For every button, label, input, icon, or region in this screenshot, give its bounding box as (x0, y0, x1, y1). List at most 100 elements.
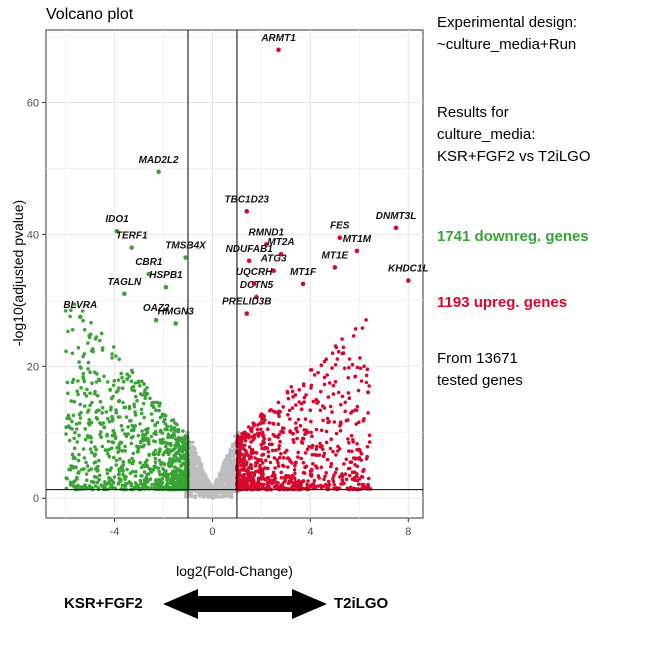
data-point (318, 441, 322, 446)
data-point (116, 378, 121, 383)
data-point (277, 444, 282, 448)
data-point (97, 377, 101, 382)
data-point (242, 447, 246, 451)
data-point (114, 463, 119, 467)
data-point (287, 408, 292, 413)
data-point (133, 481, 138, 485)
data-point (326, 484, 331, 488)
data-point (116, 482, 121, 486)
data-point (98, 399, 103, 404)
data-point (248, 479, 253, 483)
data-point (98, 338, 102, 343)
data-point (146, 426, 150, 431)
data-point (74, 422, 79, 426)
data-point (365, 367, 370, 372)
data-point (228, 472, 232, 477)
data-point (216, 482, 220, 487)
data-point (145, 392, 150, 396)
data-point (144, 438, 149, 442)
data-point (116, 399, 121, 404)
data-point (120, 449, 125, 453)
data-point (71, 484, 76, 488)
data-point (105, 471, 110, 476)
data-point (63, 309, 68, 313)
data-point (117, 472, 121, 477)
data-point (136, 379, 141, 384)
data-point (185, 472, 190, 477)
data-point (328, 446, 333, 451)
data-point (231, 478, 236, 483)
data-point (121, 463, 126, 467)
data-point (107, 479, 112, 484)
data-point (290, 461, 294, 465)
data-point (343, 409, 348, 414)
data-point (94, 380, 99, 384)
x-tick-label: 0 (209, 526, 215, 538)
data-point (84, 472, 89, 476)
data-point (314, 427, 319, 432)
data-point (226, 493, 231, 498)
data-point (69, 308, 73, 313)
data-point (121, 400, 125, 405)
data-point (94, 415, 99, 420)
data-point (86, 435, 90, 439)
data-point (181, 461, 186, 466)
data-point (279, 429, 283, 434)
data-point (321, 418, 325, 423)
data-point (82, 328, 87, 332)
data-point (92, 461, 97, 465)
data-point (111, 345, 116, 349)
data-point (239, 440, 244, 444)
data-point (362, 417, 366, 421)
data-point (139, 407, 144, 412)
labeled-gene-point (246, 258, 252, 264)
data-point (290, 473, 294, 478)
data-point (202, 481, 206, 485)
data-point (342, 366, 347, 371)
data-point (176, 468, 181, 473)
data-point (100, 405, 105, 410)
points-layer (63, 302, 373, 500)
data-point (123, 405, 128, 410)
data-point (151, 451, 156, 455)
data-point (88, 370, 92, 375)
data-point (82, 456, 87, 460)
data-point (364, 318, 368, 322)
gene-label: PRELID3B (222, 297, 271, 308)
data-point (245, 460, 249, 465)
data-point (117, 386, 121, 390)
data-point (158, 447, 162, 451)
data-point (269, 442, 274, 447)
data-point (125, 467, 129, 472)
labeled-gene-point (114, 228, 120, 234)
labeled-gene-point (122, 291, 127, 297)
data-point (173, 446, 177, 451)
data-point (194, 476, 198, 480)
data-point (256, 423, 260, 427)
data-point (347, 396, 352, 401)
data-point (79, 366, 83, 370)
data-point (264, 458, 268, 463)
data-point (249, 455, 253, 459)
gene-label: TERF1 (116, 231, 148, 242)
data-point (155, 487, 160, 491)
data-point (95, 480, 100, 485)
data-point (94, 475, 99, 480)
data-point (164, 486, 168, 490)
data-point (320, 444, 324, 448)
data-point (72, 436, 76, 441)
data-point (276, 422, 281, 427)
data-point (361, 469, 365, 474)
data-point (86, 367, 90, 371)
data-point (333, 344, 338, 348)
data-point (118, 415, 122, 419)
data-point (273, 434, 278, 439)
data-point (74, 465, 78, 470)
data-point (275, 458, 280, 462)
data-point (141, 401, 146, 406)
data-point (125, 481, 129, 486)
data-point (145, 386, 149, 390)
data-point (279, 483, 283, 488)
data-point (183, 441, 188, 446)
data-point (268, 460, 273, 465)
